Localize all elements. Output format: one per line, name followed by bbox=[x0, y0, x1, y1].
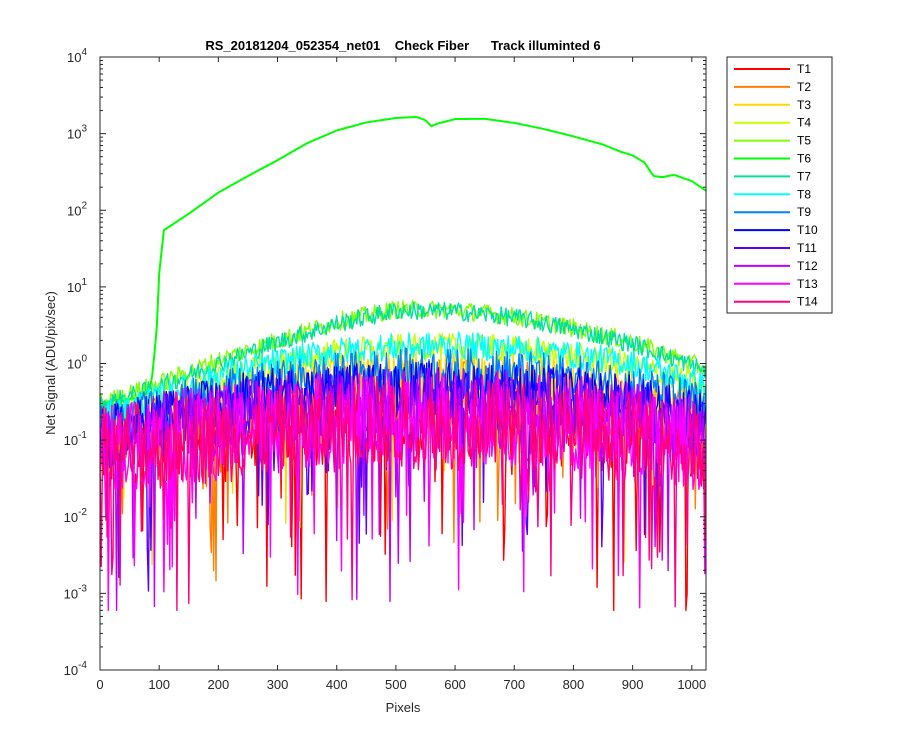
legend: T1 T2 T3 T4 T5 T6 T7 T8 T9 T10 T11 T12 T13 T14 bbox=[726, 56, 833, 314]
legend-label-t11: T11 bbox=[797, 241, 817, 255]
y-tick-label: 104 bbox=[67, 47, 87, 65]
y-tick-label: 10-1 bbox=[64, 430, 88, 448]
y-tick-label: 100 bbox=[67, 354, 87, 372]
legend-label-t5: T5 bbox=[797, 134, 811, 148]
legend-label-t14: T14 bbox=[797, 295, 818, 309]
x-tick-label: 700 bbox=[503, 677, 525, 692]
y-tick-label: 102 bbox=[67, 200, 87, 218]
legend-label-t12: T12 bbox=[797, 259, 818, 273]
x-tick-label: 200 bbox=[208, 677, 230, 692]
x-tick-label: 100 bbox=[148, 677, 170, 692]
legend-label-t6: T6 bbox=[797, 152, 811, 166]
chart-title: RS_20181204_052354_net01 Check Fiber Tra… bbox=[205, 38, 600, 53]
series-layer bbox=[100, 116, 706, 612]
x-axis-label: Pixels bbox=[386, 700, 421, 715]
x-tick-label: 600 bbox=[444, 677, 466, 692]
x-tick-label: 0 bbox=[96, 677, 103, 692]
y-tick-label: 10-4 bbox=[64, 660, 88, 678]
x-tick-label: 800 bbox=[563, 677, 585, 692]
legend-label-t8: T8 bbox=[797, 187, 811, 201]
legend-label-t3: T3 bbox=[797, 98, 811, 112]
legend-label-t4: T4 bbox=[797, 116, 811, 130]
y-tick-label: 103 bbox=[67, 124, 87, 142]
series-line-t14 bbox=[100, 379, 706, 612]
x-tick-label: 1000 bbox=[677, 677, 706, 692]
y-tick-label: 10-3 bbox=[64, 583, 88, 601]
x-tick-label: 300 bbox=[267, 677, 289, 692]
legend-label-t13: T13 bbox=[797, 277, 818, 291]
legend-label-t2: T2 bbox=[797, 80, 811, 94]
x-axis: 0 100 200 300 400 500 600 700 800 900 1000 bbox=[96, 57, 706, 692]
x-tick-label: 500 bbox=[385, 677, 407, 692]
legend-label-t10: T10 bbox=[797, 223, 818, 237]
series-line-t7 bbox=[100, 301, 706, 415]
legend-label-t9: T9 bbox=[797, 205, 811, 219]
y-tick-label: 101 bbox=[67, 277, 87, 295]
y-tick-label: 10-2 bbox=[64, 507, 88, 525]
legend-label-t1: T1 bbox=[797, 62, 811, 76]
legend-label-t7: T7 bbox=[797, 169, 811, 183]
legend-box bbox=[726, 56, 833, 314]
x-tick-label: 900 bbox=[622, 677, 644, 692]
x-tick-label: 400 bbox=[326, 677, 348, 692]
series-line-t6 bbox=[100, 116, 706, 406]
y-axis-label: Net Signal (ADU/pix/sec) bbox=[43, 291, 58, 435]
